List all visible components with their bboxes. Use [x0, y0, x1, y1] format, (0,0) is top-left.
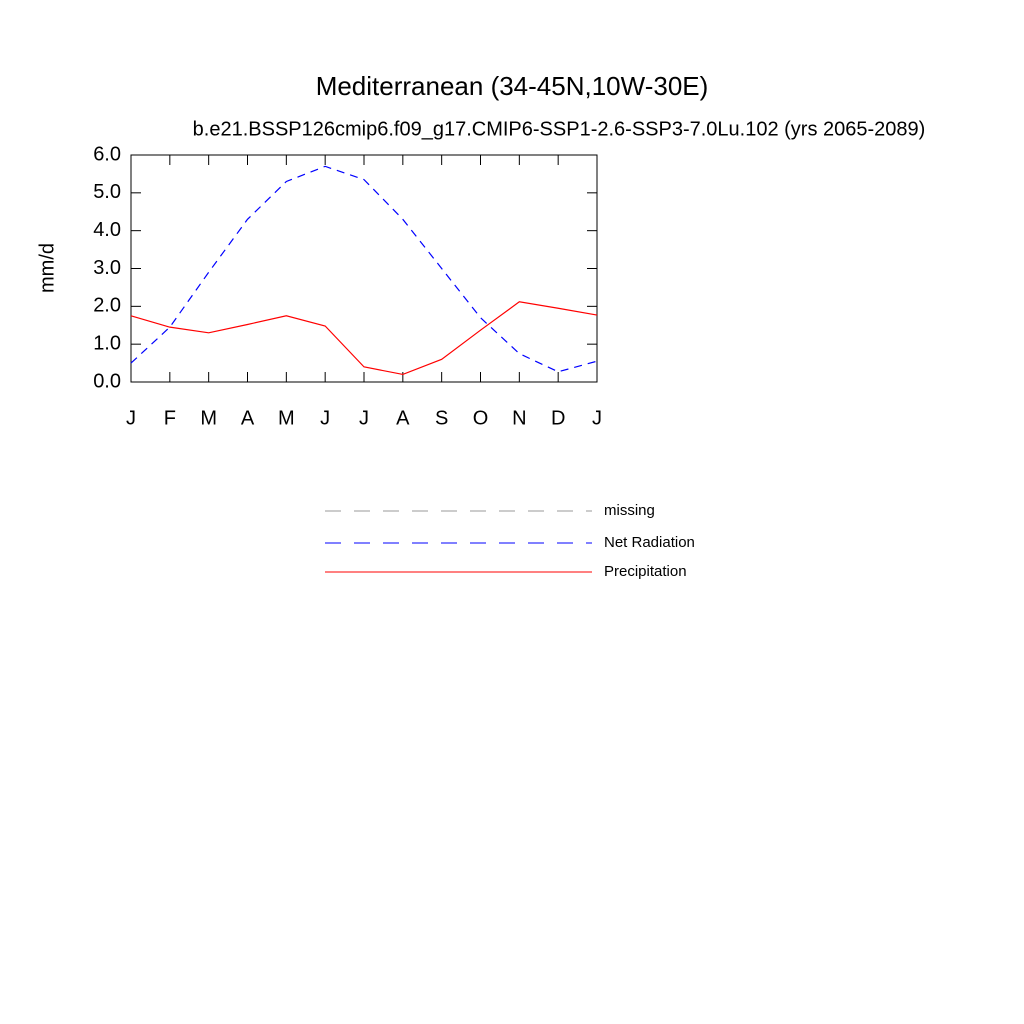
legend-label: Net Radiation [604, 534, 695, 551]
x-tick-label: N [512, 407, 526, 429]
y-tick-label: 6.0 [93, 143, 121, 165]
y-tick-label: 0.0 [93, 370, 121, 392]
y-tick-label: 3.0 [93, 257, 121, 279]
x-tick-label: M [200, 407, 217, 429]
x-tick-label: J [126, 407, 136, 429]
chart-subtitle: b.e21.BSSP126cmip6.f09_g17.CMIP6-SSP1-2.… [193, 118, 926, 140]
plot-frame [130, 154, 598, 383]
x-tick-label: M [278, 407, 295, 429]
x-tick-label: S [435, 407, 448, 429]
y-tick-label: 2.0 [93, 295, 121, 317]
chart-title: Mediterranean (34-45N,10W-30E) [316, 71, 709, 101]
legend-label: missing [604, 502, 655, 519]
y-tick-label: 4.0 [93, 219, 121, 241]
legend-label: Precipitation [604, 563, 687, 580]
x-tick-label: A [396, 407, 410, 429]
y-axis-label: mm/d [36, 243, 58, 293]
x-tick-label: J [359, 407, 369, 429]
x-tick-label: D [551, 407, 565, 429]
x-tick-label: J [592, 407, 602, 429]
series-line [130, 165, 598, 373]
x-tick-label: O [473, 407, 489, 429]
x-tick-label: J [320, 407, 330, 429]
y-tick-label: 1.0 [93, 332, 121, 354]
x-tick-label: A [241, 407, 255, 429]
x-tick-label: F [164, 407, 176, 429]
series-line [130, 301, 598, 376]
y-tick-label: 5.0 [93, 181, 121, 203]
